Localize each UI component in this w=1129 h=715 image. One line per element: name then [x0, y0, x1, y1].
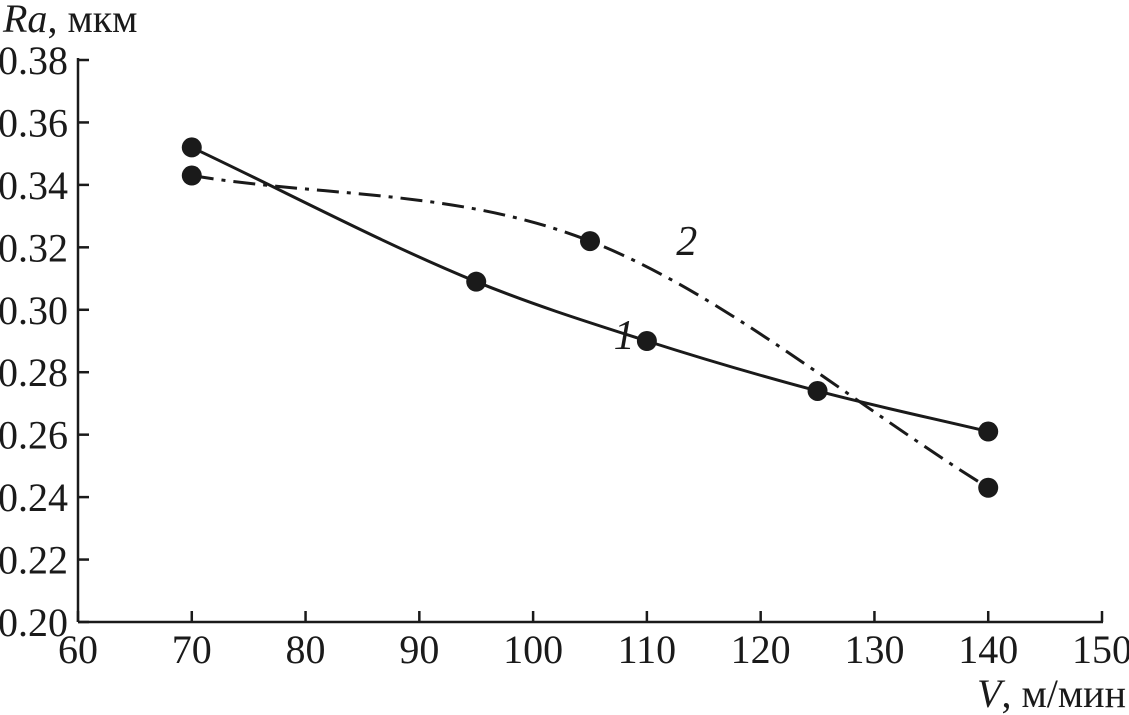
y-tick-label: 0.34 — [0, 163, 68, 208]
series-2-label: 2 — [676, 219, 697, 265]
x-axis-label-unit: , м/мин — [1001, 671, 1126, 715]
y-tick-label: 0.28 — [0, 350, 68, 395]
x-axis-label-symbol: V — [977, 671, 1006, 715]
series-2-line — [191, 174, 990, 490]
y-tick-label: 0.32 — [0, 225, 68, 270]
y-tick-label: 0.38 — [0, 38, 68, 83]
x-tick-label: 100 — [503, 627, 563, 672]
y-tick-label: 0.36 — [0, 100, 68, 145]
y-tick-label: 0.26 — [0, 413, 68, 458]
series-1-point — [181, 137, 202, 158]
x-axis-label: V, м/мин — [977, 671, 1126, 715]
series-1-label: 1 — [614, 313, 635, 359]
series-1-point — [807, 380, 828, 401]
x-tick-label: 90 — [399, 627, 439, 672]
series-1-line — [191, 146, 989, 433]
y-tick-label: 0.22 — [0, 538, 68, 583]
x-tick-label: 130 — [844, 627, 904, 672]
series-2-point — [181, 165, 202, 186]
x-ticks: 60 70 80 90 100 110 120 130 140 150 — [58, 611, 1129, 672]
y-axis-label: Ra, мкм — [2, 0, 138, 41]
y-ticks: 0.20 0.22 0.24 0.26 0.28 0.30 0.32 0.34 0.36 0.38 — [0, 38, 89, 645]
x-tick-label: 60 — [58, 627, 98, 672]
series-1-point — [636, 331, 657, 351]
series-layer — [181, 137, 999, 498]
y-axis-label-symbol: Ra — [2, 0, 47, 41]
x-tick-label: 140 — [958, 627, 1018, 672]
y-axis-label-unit: , мкм — [47, 0, 137, 41]
y-tick-label: 0.30 — [0, 288, 68, 333]
series-2-point — [580, 231, 600, 252]
x-tick-label: 70 — [172, 627, 212, 672]
y-tick-label: 0.20 — [0, 600, 68, 645]
series-2-point — [978, 477, 999, 498]
x-tick-label: 120 — [731, 627, 791, 672]
x-tick-label: 80 — [286, 627, 326, 672]
chart-axes: 60 70 80 90 100 110 120 130 140 150 0.200.220.240… — [0, 38, 1129, 672]
series-1-point — [466, 271, 487, 292]
series-1-point — [978, 421, 999, 442]
x-tick-label: 150 — [1072, 627, 1129, 672]
x-tick-label: 110 — [618, 627, 677, 672]
y-tick-label: 0.24 — [0, 475, 68, 520]
